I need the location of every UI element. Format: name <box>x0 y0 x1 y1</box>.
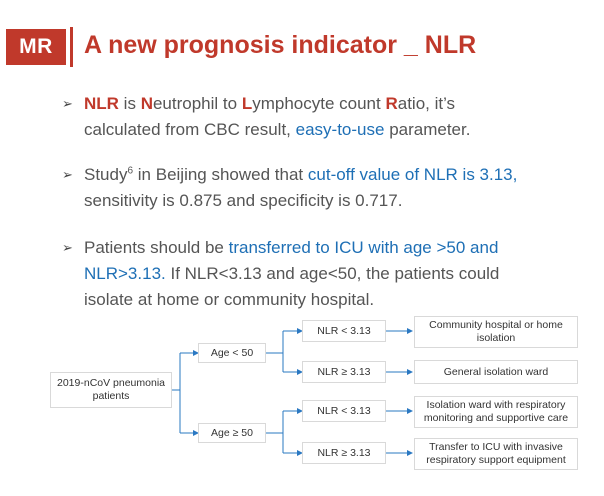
outcome-isolation-ward-respiratory: Isolation ward with respiratory monitori… <box>414 396 578 428</box>
page-title: A new prognosis indicator _ NLR <box>84 31 477 59</box>
outcome-general-ward: General isolation ward <box>414 360 578 384</box>
bullet-2-text: Study6 in Beijing showed that cut-off va… <box>84 165 518 210</box>
bullet-1-text: NLR is Neutrophil to Lymphocyte count Ra… <box>84 94 471 139</box>
arrow-bullet-icon: ➢ <box>62 240 73 255</box>
mr-logo-badge: MR <box>6 29 66 65</box>
outcome-icu-transfer: Transfer to ICU with invasive respirator… <box>414 438 578 470</box>
arrow-bullet-icon: ➢ <box>62 96 73 111</box>
bullet-3-text: Patients should be transferred to ICU wi… <box>84 238 500 309</box>
age-low-node: Age < 50 <box>198 343 266 363</box>
outcome-community-isolation: Community hospital or home isolation <box>414 316 578 348</box>
nlr-high-node-1: NLR ≥ 3.13 <box>302 361 386 383</box>
nlr-low-node-1: NLR < 3.13 <box>302 320 386 342</box>
nlr-low-node-2: NLR < 3.13 <box>302 400 386 422</box>
root-node: 2019-nCoV pneumonia patients <box>50 372 172 408</box>
nlr-high-node-2: NLR ≥ 3.13 <box>302 442 386 464</box>
arrow-bullet-icon: ➢ <box>62 167 73 182</box>
title-divider <box>70 27 73 67</box>
age-high-node: Age ≥ 50 <box>198 423 266 443</box>
